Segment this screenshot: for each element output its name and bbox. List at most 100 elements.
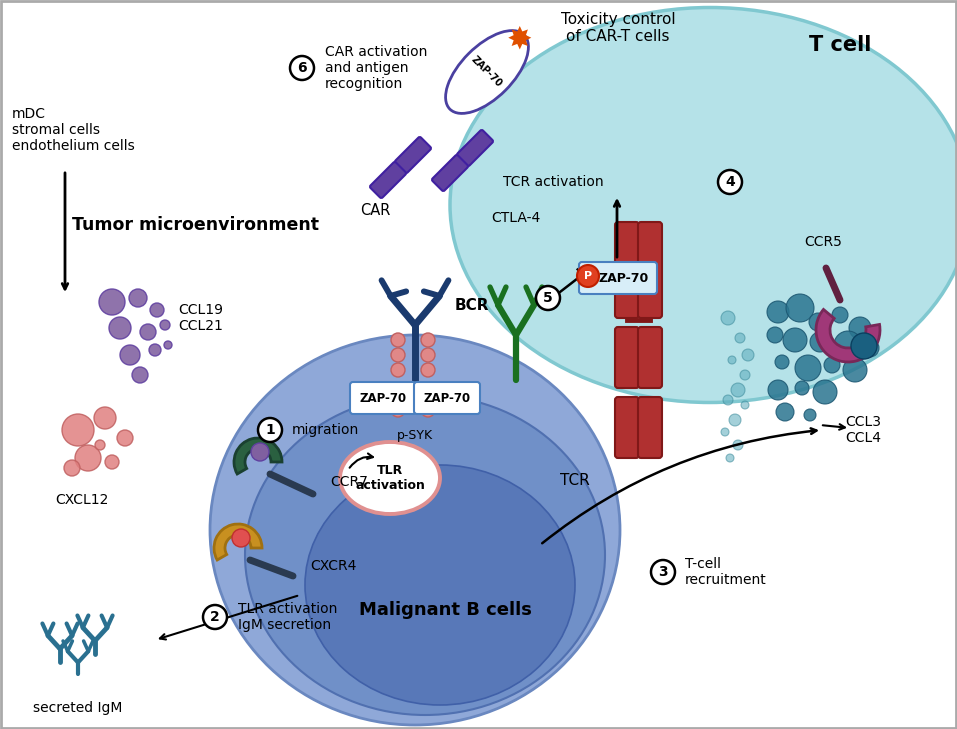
Circle shape — [729, 414, 741, 426]
Circle shape — [742, 349, 754, 361]
FancyBboxPatch shape — [579, 262, 657, 294]
Circle shape — [767, 327, 783, 343]
Circle shape — [813, 380, 837, 404]
Text: 3: 3 — [658, 565, 668, 579]
Text: TLR activation
IgM secretion: TLR activation IgM secretion — [238, 602, 338, 632]
Circle shape — [851, 333, 877, 359]
Text: ZAP-70: ZAP-70 — [423, 391, 471, 405]
Text: CCR7: CCR7 — [330, 475, 367, 489]
Circle shape — [132, 367, 148, 383]
Text: 4: 4 — [725, 175, 735, 189]
Circle shape — [775, 355, 789, 369]
Circle shape — [843, 358, 867, 382]
Text: Toxicity control
of CAR-T cells: Toxicity control of CAR-T cells — [561, 12, 676, 44]
Circle shape — [160, 320, 170, 330]
Text: CCL3
CCL4: CCL3 CCL4 — [845, 415, 881, 445]
Circle shape — [728, 356, 736, 364]
Circle shape — [718, 170, 742, 194]
Circle shape — [99, 289, 125, 315]
Circle shape — [129, 289, 147, 307]
Text: TLR
activation: TLR activation — [355, 464, 425, 492]
Circle shape — [120, 345, 140, 365]
Circle shape — [723, 395, 733, 405]
Circle shape — [117, 430, 133, 446]
Text: mDC
stromal cells
endothelium cells: mDC stromal cells endothelium cells — [12, 107, 135, 153]
FancyBboxPatch shape — [370, 162, 406, 198]
Circle shape — [251, 443, 269, 461]
Circle shape — [741, 401, 749, 409]
Text: 6: 6 — [298, 61, 307, 75]
Ellipse shape — [305, 465, 575, 705]
Circle shape — [849, 317, 871, 339]
Circle shape — [62, 414, 94, 446]
FancyBboxPatch shape — [414, 382, 480, 414]
Text: ZAP-70: ZAP-70 — [470, 55, 504, 90]
Circle shape — [75, 445, 101, 471]
Circle shape — [95, 440, 105, 450]
Text: TCR activation: TCR activation — [503, 175, 604, 189]
Circle shape — [391, 333, 405, 347]
FancyBboxPatch shape — [638, 222, 662, 318]
Circle shape — [109, 317, 131, 339]
Text: 5: 5 — [544, 291, 553, 305]
Circle shape — [804, 409, 816, 421]
Text: Malignant B cells: Malignant B cells — [359, 601, 531, 619]
Circle shape — [232, 529, 250, 547]
Circle shape — [832, 307, 848, 323]
Circle shape — [421, 333, 435, 347]
Text: ZAP-70: ZAP-70 — [599, 271, 649, 284]
Circle shape — [767, 301, 789, 323]
Circle shape — [577, 265, 599, 287]
Circle shape — [421, 348, 435, 362]
Circle shape — [149, 344, 161, 356]
Text: 2: 2 — [211, 610, 220, 624]
Circle shape — [834, 331, 862, 359]
Circle shape — [105, 455, 119, 469]
Circle shape — [164, 341, 172, 349]
Circle shape — [421, 363, 435, 377]
Ellipse shape — [245, 395, 605, 715]
Circle shape — [735, 333, 745, 343]
Text: p-SYK: p-SYK — [397, 429, 434, 442]
Circle shape — [783, 328, 807, 352]
Circle shape — [391, 348, 405, 362]
FancyBboxPatch shape — [432, 155, 468, 191]
Circle shape — [140, 324, 156, 340]
Circle shape — [203, 605, 227, 629]
Circle shape — [258, 418, 282, 442]
Circle shape — [64, 460, 80, 476]
Text: CAR: CAR — [360, 203, 390, 217]
Circle shape — [809, 313, 827, 331]
Text: Tumor microenvironment: Tumor microenvironment — [72, 216, 319, 234]
Text: T-cell
recruitment: T-cell recruitment — [685, 557, 767, 587]
Text: T cell: T cell — [809, 35, 871, 55]
FancyBboxPatch shape — [638, 397, 662, 458]
FancyBboxPatch shape — [350, 382, 416, 414]
FancyBboxPatch shape — [457, 130, 493, 166]
Circle shape — [651, 560, 675, 584]
Circle shape — [94, 407, 116, 429]
Circle shape — [421, 403, 435, 417]
Circle shape — [786, 294, 814, 322]
Circle shape — [795, 355, 821, 381]
Text: migration: migration — [292, 423, 359, 437]
Text: CAR activation
and antigen
recognition: CAR activation and antigen recognition — [325, 44, 428, 91]
FancyBboxPatch shape — [615, 222, 639, 318]
Text: TCR: TCR — [560, 472, 590, 488]
Text: CXCR4: CXCR4 — [310, 559, 356, 573]
Text: 1: 1 — [265, 423, 275, 437]
Circle shape — [150, 303, 164, 317]
Circle shape — [391, 403, 405, 417]
Text: P: P — [584, 271, 592, 281]
FancyBboxPatch shape — [638, 327, 662, 388]
FancyBboxPatch shape — [615, 397, 639, 458]
Circle shape — [795, 381, 809, 395]
Text: ✸: ✸ — [506, 26, 532, 55]
Text: secreted IgM: secreted IgM — [33, 701, 122, 715]
Circle shape — [824, 357, 840, 373]
Wedge shape — [234, 438, 282, 474]
Circle shape — [391, 363, 405, 377]
Text: CCR5: CCR5 — [804, 235, 842, 249]
Ellipse shape — [340, 442, 440, 514]
Circle shape — [721, 428, 729, 436]
